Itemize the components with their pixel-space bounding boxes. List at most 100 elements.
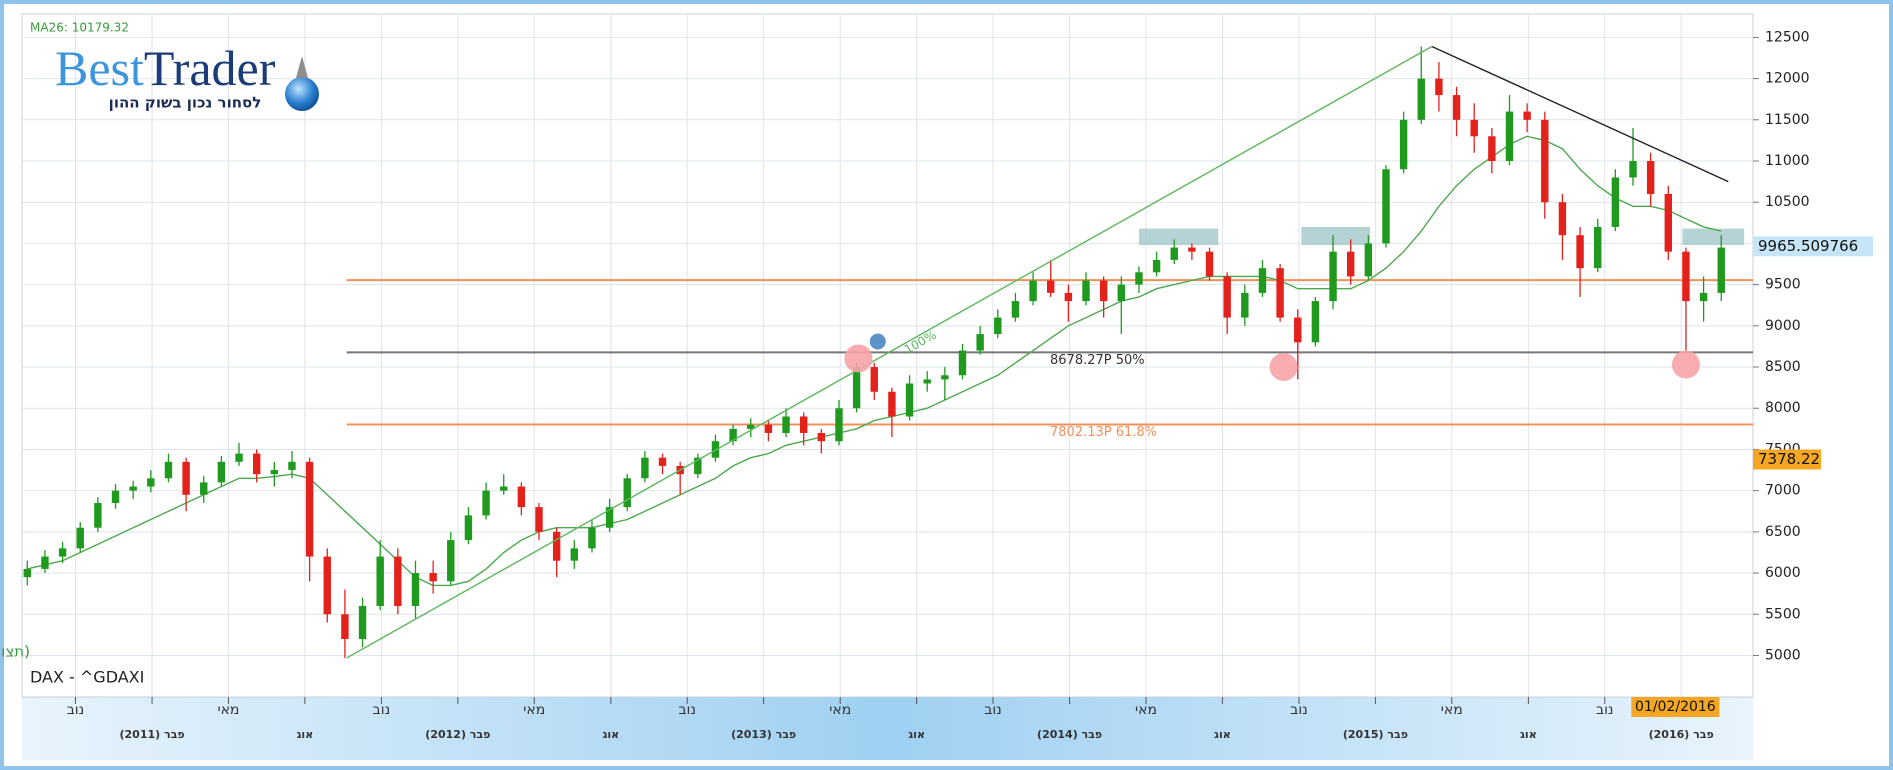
date-flag-label: 01/02/2016 <box>1635 699 1716 715</box>
candle-body <box>200 482 208 495</box>
candle-body <box>641 457 649 479</box>
candle-body <box>217 461 226 483</box>
candle-body <box>270 470 279 475</box>
candle-body <box>817 432 826 442</box>
logo-text: BestTrader <box>55 40 276 96</box>
candle-body <box>305 461 314 557</box>
candle-body <box>182 461 190 495</box>
candle-body <box>958 350 967 376</box>
candle-body <box>147 478 155 487</box>
candle-body <box>1717 247 1725 293</box>
layout-label: (תצורה 1) <box>0 643 30 661</box>
marker <box>869 333 886 350</box>
plot-layer: 5000550060006500700075008000850090009500… <box>22 14 1873 741</box>
candle-body <box>1152 259 1161 273</box>
candle-body <box>552 531 561 561</box>
candle-body <box>252 453 261 475</box>
candle-body <box>1558 202 1567 236</box>
x-tick-label: נוב <box>1290 702 1308 718</box>
y-tick-label: 5500 <box>1765 606 1801 622</box>
y-tick-label: 7000 <box>1765 483 1801 499</box>
candle-body <box>1417 78 1425 120</box>
candle-body <box>1576 235 1584 269</box>
x-tick-label: אוג <box>1214 728 1231 741</box>
marker <box>1269 353 1298 382</box>
candle-body <box>905 383 914 417</box>
y-tick-label: 5000 <box>1765 647 1801 663</box>
candle-body <box>1329 251 1337 302</box>
candle-body <box>1188 247 1196 252</box>
candle-body <box>605 507 614 528</box>
candle-body <box>447 540 455 582</box>
price-flag <box>1753 236 1873 257</box>
fib-label: 8678.27P 50% <box>1050 353 1145 368</box>
candle-body <box>1611 177 1620 227</box>
fib-label: 7802.13P 61.8% <box>1050 425 1157 440</box>
y-tick-label: 9000 <box>1765 318 1801 334</box>
candle-body <box>464 515 473 541</box>
candle-body <box>852 367 861 409</box>
x-tick-label: אוג <box>602 728 619 741</box>
candle-body <box>1523 111 1531 120</box>
candle-body <box>411 573 420 607</box>
ma-label: MA26: 10179.32 <box>30 21 129 35</box>
candle-body <box>129 486 137 491</box>
candle-body <box>235 453 243 462</box>
candle-body <box>1682 251 1690 302</box>
logo-figure <box>296 56 308 78</box>
candle-body <box>694 457 702 475</box>
candle-body <box>976 334 984 351</box>
y-tick-label: 10500 <box>1765 194 1810 210</box>
candle-body <box>1117 284 1126 302</box>
candle-body <box>1364 243 1373 277</box>
logo-best: Best <box>55 40 144 96</box>
candle-body <box>1629 161 1637 178</box>
candle-body <box>58 548 67 557</box>
x-tick-label: נוב <box>984 702 1002 718</box>
candle-body <box>764 424 773 433</box>
price-flag-label: 9965.509766 <box>1758 237 1858 255</box>
x-tick-label: פבר (2014) <box>1037 728 1102 741</box>
candle-body <box>482 490 490 516</box>
candle-body <box>1488 136 1496 162</box>
candle-body <box>1135 272 1143 285</box>
candle-body <box>799 416 808 433</box>
logo: BestTrader לסחור נכון בשוק ההון <box>55 40 319 112</box>
trendline <box>346 45 1433 659</box>
x-tick-label: פבר (2015) <box>1343 728 1408 741</box>
candle-body <box>535 507 543 532</box>
frame <box>4 4 1889 766</box>
x-tick-label: נוב <box>1596 702 1614 718</box>
candle-body <box>1064 292 1073 302</box>
candle-body <box>588 527 596 549</box>
candle-body <box>517 486 526 508</box>
candle-body <box>782 416 790 433</box>
candle-body <box>729 428 737 442</box>
candle-body <box>870 367 878 392</box>
plot-area <box>21 13 1754 698</box>
candle-body <box>1399 119 1408 170</box>
candle-body <box>1082 280 1090 302</box>
zone <box>1301 226 1371 246</box>
price-flag <box>1753 449 1821 470</box>
candle-body <box>1029 280 1037 302</box>
y-tick-label: 11000 <box>1765 153 1810 169</box>
candle-body <box>23 568 31 578</box>
y-tick-label: 12500 <box>1765 29 1810 45</box>
candle-body <box>1205 251 1214 277</box>
candle-body <box>1541 119 1549 203</box>
trendline <box>1431 45 1729 183</box>
logo-tagline: לסחור נכון בשוק ההון <box>109 94 262 112</box>
y-tick-label: 11500 <box>1765 112 1810 128</box>
x-tick-label: נוב <box>678 702 696 718</box>
y-tick-label: 8000 <box>1765 400 1801 416</box>
x-tick-label: אוג <box>1520 728 1537 741</box>
price-flag-label: 7378.22 <box>1758 450 1820 468</box>
candle-body <box>1047 280 1055 293</box>
candle-body <box>1294 317 1302 343</box>
candle-body <box>623 478 631 508</box>
candle-body <box>500 486 508 491</box>
y-tick-label: 12000 <box>1765 71 1810 87</box>
candle-body <box>164 461 173 479</box>
